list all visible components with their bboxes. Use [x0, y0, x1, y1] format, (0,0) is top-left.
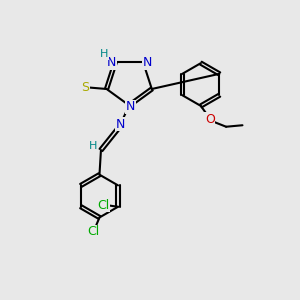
Text: O: O	[205, 113, 215, 126]
Text: S: S	[81, 81, 89, 94]
Text: H: H	[100, 49, 108, 59]
Text: H: H	[88, 141, 97, 152]
Text: N: N	[142, 56, 152, 69]
Text: N: N	[126, 100, 135, 113]
Text: N: N	[116, 118, 125, 130]
Text: N: N	[107, 56, 116, 69]
Text: Cl: Cl	[87, 225, 100, 238]
Text: Cl: Cl	[97, 199, 109, 212]
